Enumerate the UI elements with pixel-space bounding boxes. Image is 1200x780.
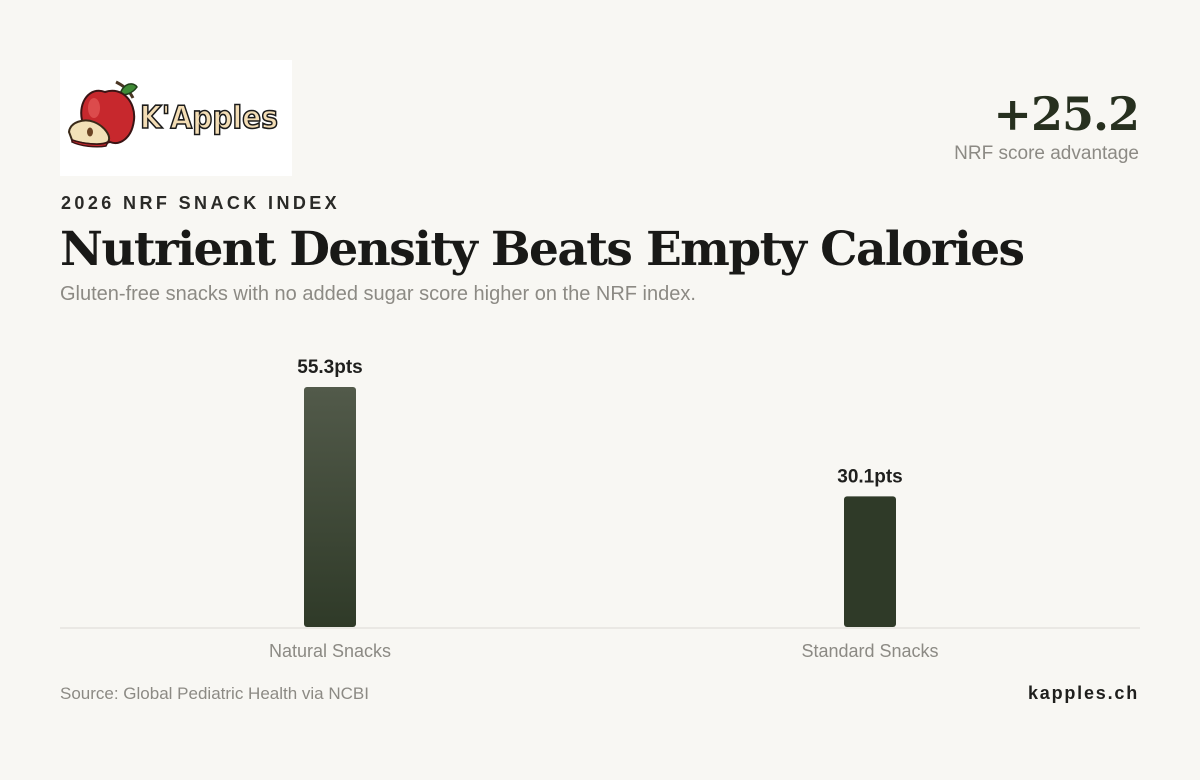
website-link[interactable]: kapples.ch	[1027, 683, 1139, 703]
source-note: Source: Global Pediatric Health via NCBI	[60, 684, 369, 703]
bar-0	[304, 387, 356, 627]
brand-logo: K'Apples	[60, 60, 292, 176]
stat-callout: +25.2 NRF score advantage	[954, 84, 1140, 165]
category-label-1: Standard Snacks	[801, 641, 938, 661]
bar-1	[844, 496, 896, 627]
category-label-0: Natural Snacks	[269, 641, 391, 661]
bar-value-label-0: 55.3pts	[297, 357, 362, 378]
page-title: Nutrient Density Beats Empty Calories	[60, 222, 1025, 277]
kicker: 2026 NRF SNACK INDEX	[61, 193, 341, 213]
stat-value: +25.2	[993, 87, 1140, 141]
stat-label: NRF score advantage	[954, 143, 1139, 164]
bar-value-label-1: 30.1pts	[837, 466, 902, 487]
logo-wordmark: K'Apples	[140, 100, 278, 136]
apple-with-slice-icon	[67, 80, 138, 148]
bar-chart: 55.3pts Natural Snacks 30.1pts Standard Sna…	[60, 357, 1140, 661]
page-subtitle: Gluten-free snacks with no added sugar s…	[60, 283, 696, 305]
